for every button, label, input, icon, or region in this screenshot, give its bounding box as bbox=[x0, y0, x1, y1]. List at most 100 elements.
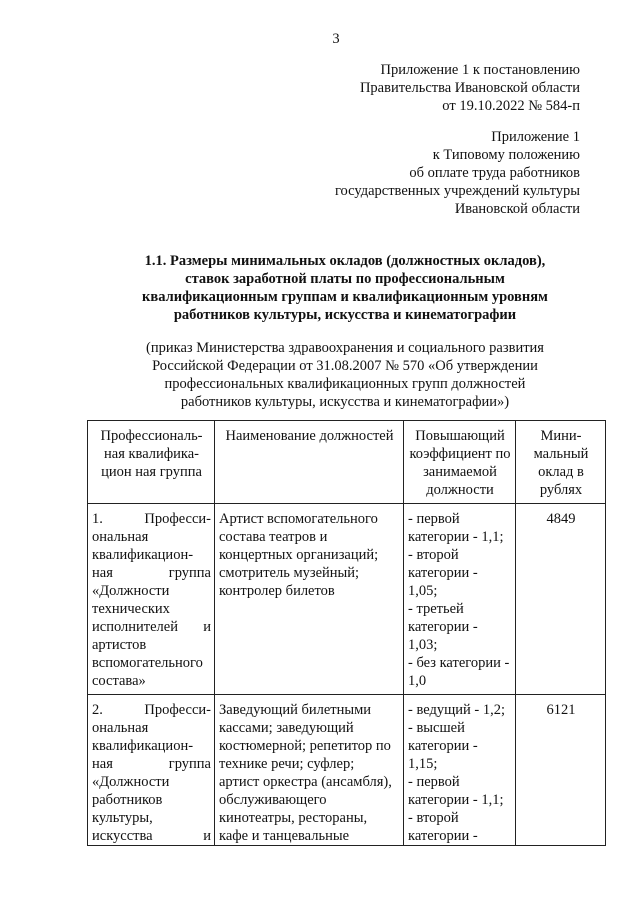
appendix-decree-header: Приложение 1 к постановлению Правительст… bbox=[360, 61, 580, 115]
group-line: квалификацион- bbox=[92, 546, 211, 564]
group-text: 1. bbox=[92, 511, 103, 527]
table-row: 2. Професси-ональная квалификацион-ная груп… bbox=[87, 694, 606, 846]
group-line: ная группа bbox=[92, 564, 211, 582]
header-line: Приложение 1 bbox=[491, 129, 580, 145]
position-line: концертных организаций; bbox=[219, 547, 379, 563]
header-line: об оплате труда работников bbox=[409, 165, 580, 181]
group-line: ная группа bbox=[92, 755, 211, 773]
table-header-row: Профессиональ-ная квалифика-цион ная гру… bbox=[87, 420, 606, 504]
salary-table: Профессиональ-ная квалифика-цион ная гру… bbox=[87, 420, 606, 846]
title-line: ставок заработной платы по профессиональ… bbox=[185, 271, 505, 287]
group-text: технических bbox=[92, 601, 170, 617]
coefficient-line: - высшей bbox=[408, 720, 465, 736]
group-text: ная bbox=[92, 756, 113, 772]
group-cell: 1. Професси-ональная квалификацион-ная груп… bbox=[87, 503, 215, 695]
coefficient-line: - второй bbox=[408, 810, 459, 826]
group-cell: 2. Професси-ональная квалификацион-ная груп… bbox=[87, 694, 215, 846]
table-row: 1. Професси-ональная квалификацион-ная груп… bbox=[87, 503, 606, 695]
coefficient-line: 1,05; bbox=[408, 583, 438, 599]
group-line: технических bbox=[92, 600, 211, 618]
group-text: состава» bbox=[92, 673, 146, 689]
header-line: Ивановской области bbox=[454, 201, 580, 217]
salary-value: 6121 bbox=[546, 702, 576, 718]
group-line: культуры, bbox=[92, 809, 211, 827]
header-line: ная квалифика- bbox=[104, 446, 199, 462]
header-line: цион ная группа bbox=[101, 464, 202, 480]
positions-cell: Заведующий билетными кассами; заведующий к… bbox=[214, 694, 404, 846]
header-line: коэффициент по bbox=[409, 446, 511, 462]
group-text: «Должности bbox=[92, 583, 170, 599]
group-line: 2. Професси- bbox=[92, 701, 211, 719]
coefficient-line: категории - bbox=[408, 565, 478, 581]
position-line: контролер билетов bbox=[219, 583, 335, 599]
group-line: ональная bbox=[92, 719, 211, 737]
coefficient-line: 1,03; bbox=[408, 637, 438, 653]
group-line: исполнителей и bbox=[92, 618, 211, 636]
group-text: искусства bbox=[92, 828, 153, 844]
position-line: технике речи; суфлер; bbox=[219, 756, 355, 772]
header-line: Повышающий bbox=[415, 428, 505, 444]
group-text: группа bbox=[168, 756, 211, 772]
group-text: вспомогательного bbox=[92, 655, 203, 671]
group-text: ональная bbox=[92, 720, 149, 736]
group-text: Професси- bbox=[144, 511, 211, 527]
section-title: 1.1. Размеры минимальных окладов (должно… bbox=[80, 252, 610, 324]
coefficient-line: категории - bbox=[408, 619, 478, 635]
header-line: должности bbox=[426, 482, 494, 498]
coefficients-cell: - первой категории - 1,1; - второй категори… bbox=[403, 503, 516, 695]
title-line: работников культуры, искусства и кинемат… bbox=[173, 307, 517, 323]
group-line: «Должности bbox=[92, 773, 211, 791]
group-text: ональная bbox=[92, 529, 149, 545]
group-text: и bbox=[203, 619, 211, 635]
group-text: ная bbox=[92, 565, 113, 581]
header-line: мальный bbox=[533, 446, 589, 462]
header-coefficient: Повышающий коэффициент по занимаемой должно… bbox=[403, 420, 516, 504]
group-text: группа bbox=[168, 565, 211, 581]
group-text: Професси- bbox=[144, 702, 211, 718]
position-line: Заведующий билетными bbox=[219, 702, 372, 718]
header-line: оклад в bbox=[538, 464, 584, 480]
header-line: к Типовому положению bbox=[432, 147, 580, 163]
group-text: артистов bbox=[92, 637, 147, 653]
group-text: работников bbox=[92, 792, 163, 808]
header-line: государственных учреждений культуры bbox=[334, 183, 580, 199]
coefficients-cell: - ведущий - 1,2; - высшей категории - 1,15;… bbox=[403, 694, 516, 846]
page-number: 3 bbox=[332, 31, 340, 47]
coefficient-line: категории - bbox=[408, 828, 478, 844]
salary-value: 4849 bbox=[546, 511, 576, 527]
title-line: 1.1. Размеры минимальных окладов (должно… bbox=[144, 253, 546, 269]
header-salary: Мини-мальный оклад в рублях bbox=[515, 420, 606, 504]
coefficient-line: 1,0 bbox=[408, 673, 427, 689]
salary-cell: 6121 bbox=[515, 694, 606, 846]
positions-cell: Артист вспомогательного состава театров и… bbox=[214, 503, 404, 695]
subtitle-line: работников культуры, искусства и кинемат… bbox=[180, 394, 510, 410]
position-line: смотритель музейный; bbox=[219, 565, 360, 581]
header-line: занимаемой bbox=[423, 464, 497, 480]
coefficient-line: категории - 1,1; bbox=[408, 529, 504, 545]
group-text: 2. bbox=[92, 702, 103, 718]
header-line: рублях bbox=[539, 482, 583, 498]
coefficient-line: - третьей bbox=[408, 601, 464, 617]
group-text: «Должности bbox=[92, 774, 170, 790]
subtitle-line: профессиональных квалификационных групп … bbox=[164, 376, 526, 392]
coefficient-line: 1,15; bbox=[408, 756, 438, 772]
subtitle-line: Российской Федерации от 31.08.2007 № 570… bbox=[152, 358, 538, 374]
coefficient-line: категории - bbox=[408, 738, 478, 754]
coefficient-line: - второй bbox=[408, 547, 459, 563]
coefficient-line: - первой bbox=[408, 774, 460, 790]
coefficient-line: категории - 1,1; bbox=[408, 792, 504, 808]
header-line: Профессиональ- bbox=[100, 428, 203, 444]
header-group: Профессиональ-ная квалифика-цион ная гру… bbox=[87, 420, 215, 504]
group-line: артистов bbox=[92, 636, 211, 654]
group-line: работников bbox=[92, 791, 211, 809]
position-line: обслуживающего bbox=[219, 792, 327, 808]
appendix-regulation-header: Приложение 1 к Типовому положению об опл… bbox=[335, 128, 580, 218]
header-line: Наименование должностей bbox=[225, 428, 394, 444]
header-line: от 19.10.2022 № 584-п bbox=[442, 98, 580, 114]
header-line: Мини- bbox=[540, 428, 582, 444]
group-text: квалификацион- bbox=[92, 738, 194, 754]
group-line: квалификацион- bbox=[92, 737, 211, 755]
group-text: культуры, bbox=[92, 810, 153, 826]
coefficient-line: - без категории - bbox=[408, 655, 510, 671]
